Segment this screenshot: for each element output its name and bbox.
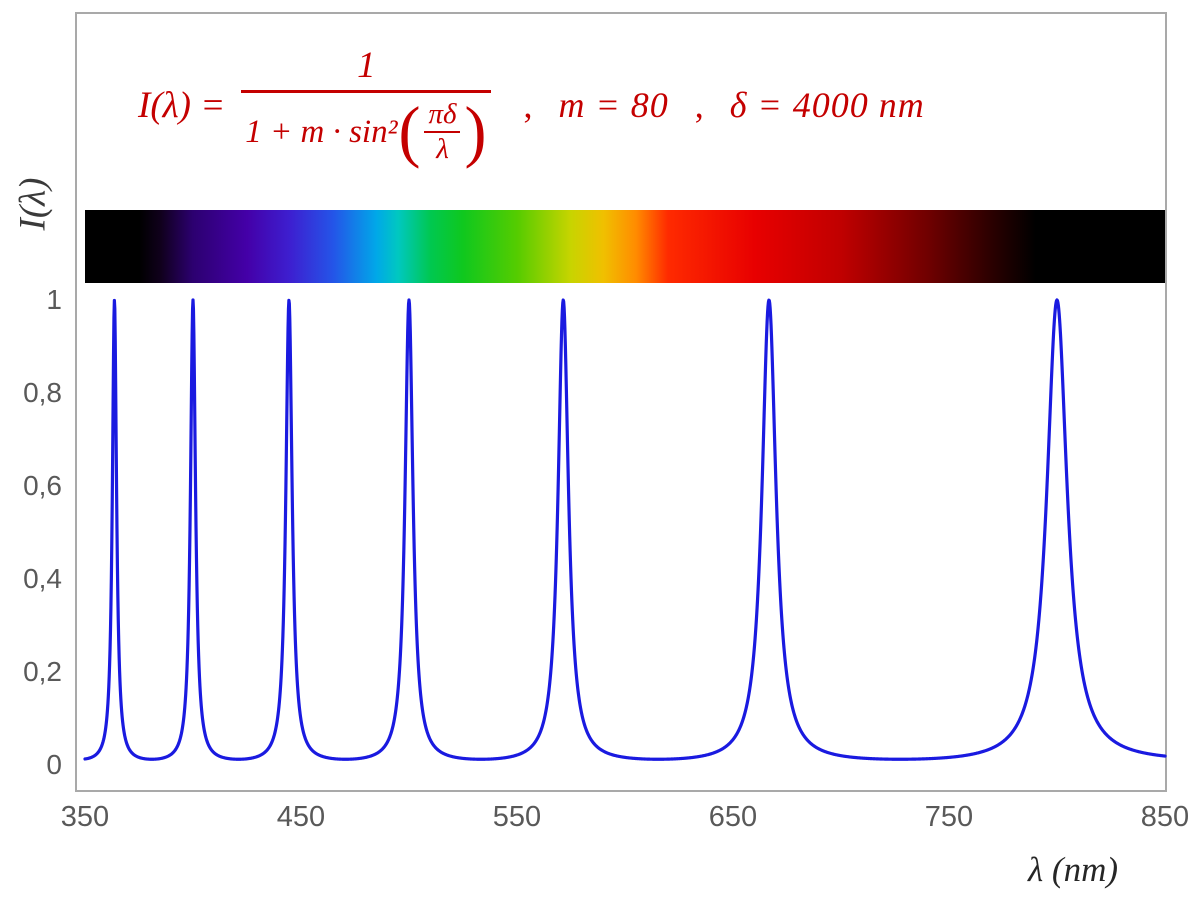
x-tick-650: 650 [708, 801, 758, 833]
x-tick-850: 850 [1140, 801, 1190, 833]
y-tick-0_8: 0,8 [23, 377, 62, 408]
y-tick-0: 0 [46, 749, 62, 780]
x-tick-450: 450 [276, 801, 326, 833]
denominator-prefix: 1 + m · sin² [245, 113, 398, 150]
y-axis-title: I(λ) [12, 177, 54, 231]
intensity-curve-svg [83, 298, 1167, 761]
y-tick-0_4: 0,4 [23, 563, 62, 594]
formula-main-fraction: 1 1 + m · sin² ( πδ λ ) [241, 44, 492, 170]
formula-comma-2: , [694, 85, 704, 125]
formula-denominator: 1 + m · sin² ( πδ λ ) [241, 93, 491, 170]
y-tick-1: 1 [46, 284, 62, 315]
x-axis-ticks: 350 450 550 650 750 850 [61, 801, 1189, 837]
fraction-bar [241, 90, 492, 94]
inner-denominator: λ [436, 133, 449, 166]
parameter-delta: δ = 4000 nm [729, 85, 925, 125]
x-tick-550: 550 [492, 801, 542, 833]
right-paren: ) [464, 93, 487, 170]
airy-formula: I(λ) = 1 1 + m · sin² ( πδ λ ) , m = 80 … [138, 34, 925, 176]
spectrum-bar [85, 210, 1165, 283]
y-tick-0_6: 0,6 [23, 470, 62, 501]
inner-fraction-bar [424, 130, 461, 134]
inner-numerator: πδ [428, 98, 457, 131]
formula-lhs: I(λ) = [138, 84, 226, 126]
inner-fraction: πδ λ [424, 98, 461, 166]
x-tick-750: 750 [924, 801, 974, 833]
x-tick-350: 350 [60, 801, 110, 833]
plot-area [83, 298, 1167, 765]
y-tick-0_2: 0,2 [23, 656, 62, 687]
x-axis-title: λ (nm) [1028, 850, 1118, 889]
left-paren: ( [398, 93, 421, 170]
chart-frame [75, 12, 1167, 792]
formula-comma-1: , [523, 85, 533, 125]
parameter-m: m = 80 [558, 85, 669, 125]
intensity-curve [83, 298, 1167, 761]
formula-numerator: 1 [357, 44, 376, 86]
